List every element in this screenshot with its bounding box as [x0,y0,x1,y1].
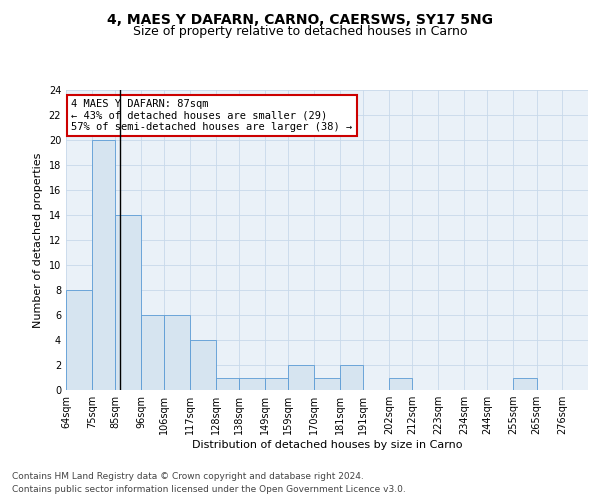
Bar [115,215,141,390]
Bar [141,315,164,390]
Text: 4 MAES Y DAFARN: 87sqm
← 43% of detached houses are smaller (29)
57% of semi-det: 4 MAES Y DAFARN: 87sqm ← 43% of detached… [71,99,352,132]
X-axis label: Distribution of detached houses by size in Carno: Distribution of detached houses by size … [192,440,462,450]
Bar [289,365,314,390]
Bar [216,378,239,390]
Text: Contains public sector information licensed under the Open Government Licence v3: Contains public sector information licen… [12,485,406,494]
Bar [239,378,265,390]
Bar [513,378,536,390]
Text: 4, MAES Y DAFARN, CARNO, CAERSWS, SY17 5NG: 4, MAES Y DAFARN, CARNO, CAERSWS, SY17 5… [107,12,493,26]
Bar [164,315,190,390]
Text: Contains HM Land Registry data © Crown copyright and database right 2024.: Contains HM Land Registry data © Crown c… [12,472,364,481]
Text: Size of property relative to detached houses in Carno: Size of property relative to detached ho… [133,25,467,38]
Bar [314,378,340,390]
Bar [92,140,115,390]
Bar [66,290,92,390]
Bar [340,365,363,390]
Bar [265,378,289,390]
Bar [190,340,216,390]
Bar [389,378,412,390]
Y-axis label: Number of detached properties: Number of detached properties [33,152,43,328]
